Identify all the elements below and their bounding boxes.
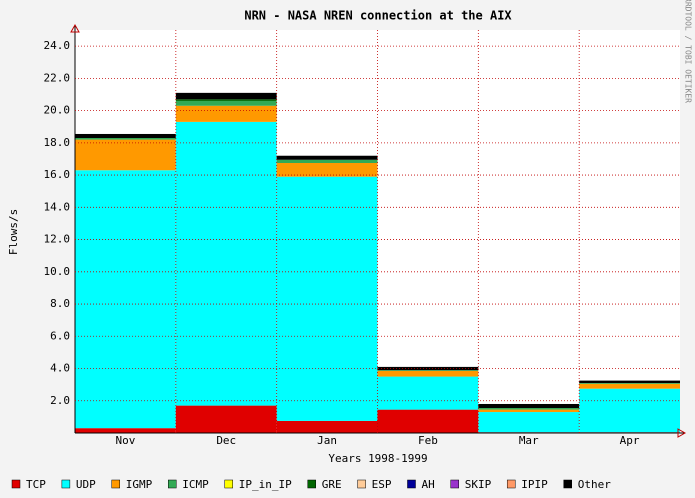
plot [75,92,680,433]
area-segment [175,100,277,106]
area-segment [75,133,176,139]
area-segment [276,159,378,163]
x-arrow [677,428,687,438]
area-segment [579,388,680,433]
legend-label: IP_in_IP [239,478,292,491]
area-segment [377,370,479,377]
legend-swatch [11,479,21,489]
chart-title: NRN - NASA NREN connection at the AIX [244,9,512,23]
area-segment [377,370,479,371]
area-segment [478,412,580,433]
y-tick-label: 8.0 [50,297,70,310]
area-segment [478,403,580,409]
area-segment [276,176,378,421]
x-tick-label: Jan [317,434,337,447]
area-segment [579,383,680,384]
y-arrow [70,23,80,33]
legend-swatch [407,479,416,489]
side-note: RRDTOOL / TOBI OETIKER [684,0,693,103]
x-tick-label: Feb [418,434,438,447]
legend-label: IPIP [521,478,548,491]
area-segment [276,155,378,160]
legend-label: IGMP [126,478,153,491]
y-tick-label: 22.0 [44,71,71,84]
y-tick-label: 16.0 [44,168,71,181]
area-segment [478,408,580,410]
area-segment [377,409,479,433]
legend-label: SKIP [465,478,492,491]
area-segment [175,121,277,406]
area-segment [75,138,176,140]
area-segment [175,92,277,100]
y-axis-label: Flows/s [7,209,20,255]
y-tick-label: 10.0 [44,265,71,278]
legend-label: UDP [76,478,96,491]
legend-swatch [168,479,177,489]
area-segment [75,170,176,429]
legend-swatch [563,479,572,489]
legend-label: GRE [322,478,342,491]
legend-label: ESP [372,478,392,491]
area-segment [478,409,580,413]
area-segment [276,420,378,433]
x-tick-label: Mar [519,434,539,447]
y-tick-label: 18.0 [44,136,71,149]
y-tick-label: 4.0 [50,362,70,375]
area-segment [377,376,479,410]
area-segment [377,366,479,371]
legend-label: Other [578,478,611,491]
legend-label: AH [421,478,434,491]
y-tick-label: 20.0 [44,104,71,117]
legend-label: ICMP [182,478,209,491]
x-tick-label: Dec [216,434,236,447]
legend-swatch [61,479,71,489]
area-segment [276,162,378,177]
area-segment [175,405,277,433]
area-segment [175,99,277,101]
area-segment [579,380,680,384]
y-tick-label: 2.0 [50,394,70,407]
y-tick-label: 6.0 [50,329,70,342]
legend-swatch [506,479,516,489]
y-tick-label: 12.0 [44,233,71,246]
legend-swatch [357,479,366,489]
legend-swatch [224,479,233,489]
x-tick-label: Apr [620,434,640,447]
area-segment [75,428,176,433]
area-segment [75,139,176,171]
y-tick-label: 14.0 [44,200,71,213]
legend-swatch [111,479,120,489]
y-tick-label: 24.0 [44,39,71,52]
x-axis-label: Years 1998-1999 [328,452,427,465]
legend-swatch [307,479,316,489]
legend-label: TCP [26,478,46,491]
area-segment [579,383,680,389]
legend-swatch [450,479,459,489]
x-tick-label: Nov [115,434,135,447]
area-segment [175,105,277,122]
